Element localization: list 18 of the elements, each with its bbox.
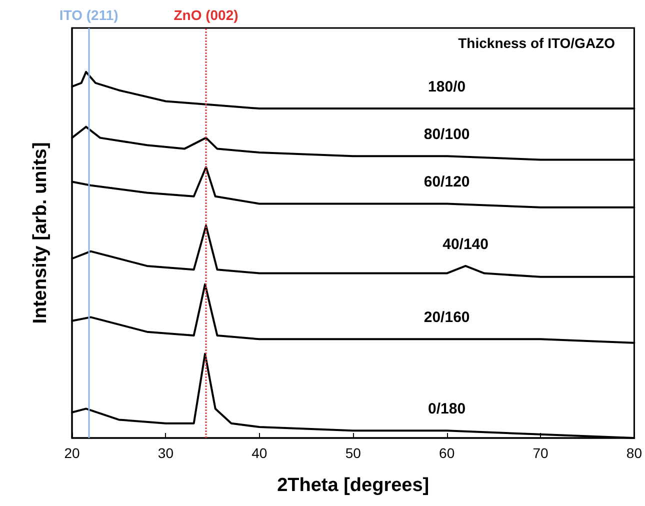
series-label: 0/180 [428,400,466,418]
x-tick-label: 20 [64,445,80,461]
ref-line-label: ZnO (002) [174,7,238,23]
series-label: 20/160 [424,309,470,326]
x-axis-title: 2Theta [degrees] [277,475,430,496]
series-label: 60/120 [424,174,470,191]
x-tick-label: 50 [345,445,362,461]
x-tick-label: 40 [252,445,268,461]
x-tick-label: 80 [626,445,642,461]
series-label: 180/0 [428,78,466,96]
series-label: 40/140 [442,236,488,253]
x-tick-label: 30 [158,445,174,461]
y-axis-title: Intensity [arb. units] [30,142,51,324]
ref-line-label: ITO (211) [59,7,118,23]
x-tick-label: 60 [439,445,455,461]
x-tick-label: 70 [532,445,549,461]
text: Thickness of ITO/GAZO [458,35,616,51]
series-label: 80/100 [424,126,470,144]
